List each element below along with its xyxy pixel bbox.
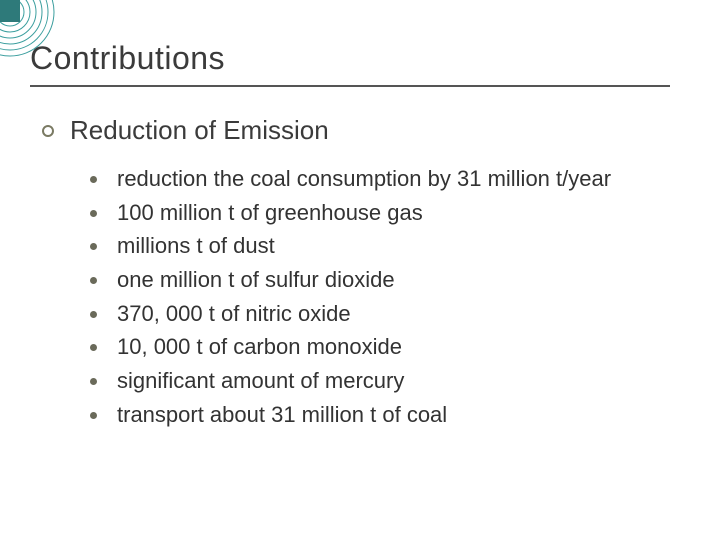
bullet-text: 100 million t of greenhouse gas <box>117 198 423 228</box>
title-underline <box>30 85 670 87</box>
dot-bullet-icon <box>90 243 97 250</box>
corner-decoration-icon <box>0 0 72 72</box>
slide: Contributions Reduction of Emission redu… <box>0 0 720 540</box>
bullet-text: reduction the coal consumption by 31 mil… <box>117 164 611 194</box>
circle-bullet-icon <box>42 125 54 137</box>
section-header: Reduction of Emission <box>42 115 690 146</box>
list-item: reduction the coal consumption by 31 mil… <box>90 164 690 194</box>
bullet-text: 10, 000 t of carbon monoxide <box>117 332 402 362</box>
list-item: 100 million t of greenhouse gas <box>90 198 690 228</box>
dot-bullet-icon <box>90 277 97 284</box>
bullet-text: 370, 000 t of nitric oxide <box>117 299 351 329</box>
dot-bullet-icon <box>90 176 97 183</box>
list-item: 370, 000 t of nitric oxide <box>90 299 690 329</box>
slide-title: Contributions <box>30 40 690 77</box>
bullet-text: one million t of sulfur dioxide <box>117 265 395 295</box>
bullet-text: transport about 31 million t of coal <box>117 400 447 430</box>
bullet-list: reduction the coal consumption by 31 mil… <box>90 164 690 430</box>
section: Reduction of Emission reduction the coal… <box>42 115 690 430</box>
bullet-text: significant amount of mercury <box>117 366 404 396</box>
list-item: transport about 31 million t of coal <box>90 400 690 430</box>
list-item: millions t of dust <box>90 231 690 261</box>
bullet-text: millions t of dust <box>117 231 275 261</box>
dot-bullet-icon <box>90 311 97 318</box>
dot-bullet-icon <box>90 378 97 385</box>
section-title: Reduction of Emission <box>70 115 329 146</box>
dot-bullet-icon <box>90 344 97 351</box>
list-item: 10, 000 t of carbon monoxide <box>90 332 690 362</box>
list-item: significant amount of mercury <box>90 366 690 396</box>
dot-bullet-icon <box>90 210 97 217</box>
dot-bullet-icon <box>90 412 97 419</box>
list-item: one million t of sulfur dioxide <box>90 265 690 295</box>
